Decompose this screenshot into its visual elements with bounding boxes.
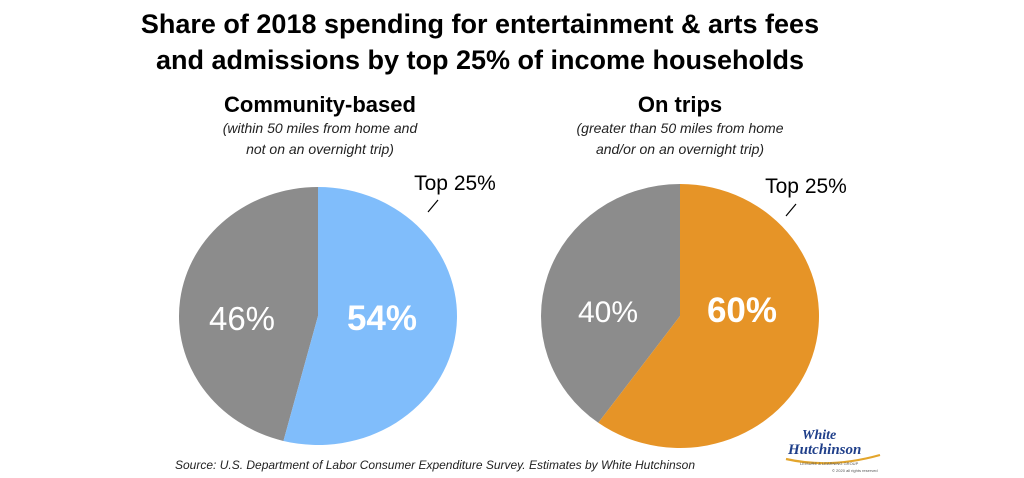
trips-top25-leader-line bbox=[785, 203, 797, 217]
community-pie-slice-other bbox=[178, 187, 318, 441]
trips-subtitle-line-2: and/or on an overnight trip) bbox=[595, 141, 765, 157]
logo-line-2: Hutchinson bbox=[787, 442, 861, 458]
community-subtitle-line-2: not on an overnight trip) bbox=[246, 141, 394, 157]
trips-pie: 40% 60% Top 25% bbox=[541, 175, 847, 449]
source-note: Source: U.S. Department of Labor Consume… bbox=[175, 458, 696, 472]
community-top25-label: Top 25% bbox=[414, 172, 496, 195]
chart-title: Share of 2018 spending for entertainment… bbox=[0, 6, 960, 78]
trips-subtitle-line-1: (greater than 50 miles from home bbox=[576, 120, 784, 136]
community-top25-leader-line bbox=[427, 199, 439, 213]
title-line-1: Share of 2018 spending for entertainment… bbox=[140, 9, 820, 39]
trips-pie-slice-top25 bbox=[598, 184, 820, 449]
community-pie-subtitle: (within 50 miles from home and not on an… bbox=[190, 118, 450, 160]
community-top25-pct-label: 54% bbox=[347, 299, 417, 338]
community-other-pct-label: 46% bbox=[209, 300, 275, 337]
trips-other-pct-label: 40% bbox=[578, 296, 638, 329]
community-pie-slice-top25 bbox=[283, 187, 457, 446]
trips-pie-subtitle: (greater than 50 miles from home and/or … bbox=[545, 118, 815, 160]
logo-line-1: White bbox=[802, 428, 836, 443]
title-line-2: and admissions by top 25% of income hous… bbox=[155, 45, 805, 75]
logo-copyright: © 2020 all rights reserved bbox=[832, 468, 878, 473]
trips-pie-title: On trips bbox=[637, 92, 723, 117]
community-pie-title: Community-based bbox=[224, 92, 416, 117]
logo-tagline: LEISURE & LEARNING GROUP bbox=[800, 461, 859, 466]
community-subtitle-line-1: (within 50 miles from home and bbox=[222, 120, 418, 136]
trips-pie-slice-other bbox=[541, 184, 680, 423]
trips-top25-pct-label: 60% bbox=[707, 291, 777, 330]
trips-top25-label: Top 25% bbox=[765, 175, 847, 198]
white-hutchinson-logo: White Hutchinson LEISURE & LEARNING GROU… bbox=[785, 428, 881, 473]
logo-swoosh-icon bbox=[785, 453, 881, 465]
community-pie: 46% 54% Top 25% bbox=[178, 172, 496, 446]
